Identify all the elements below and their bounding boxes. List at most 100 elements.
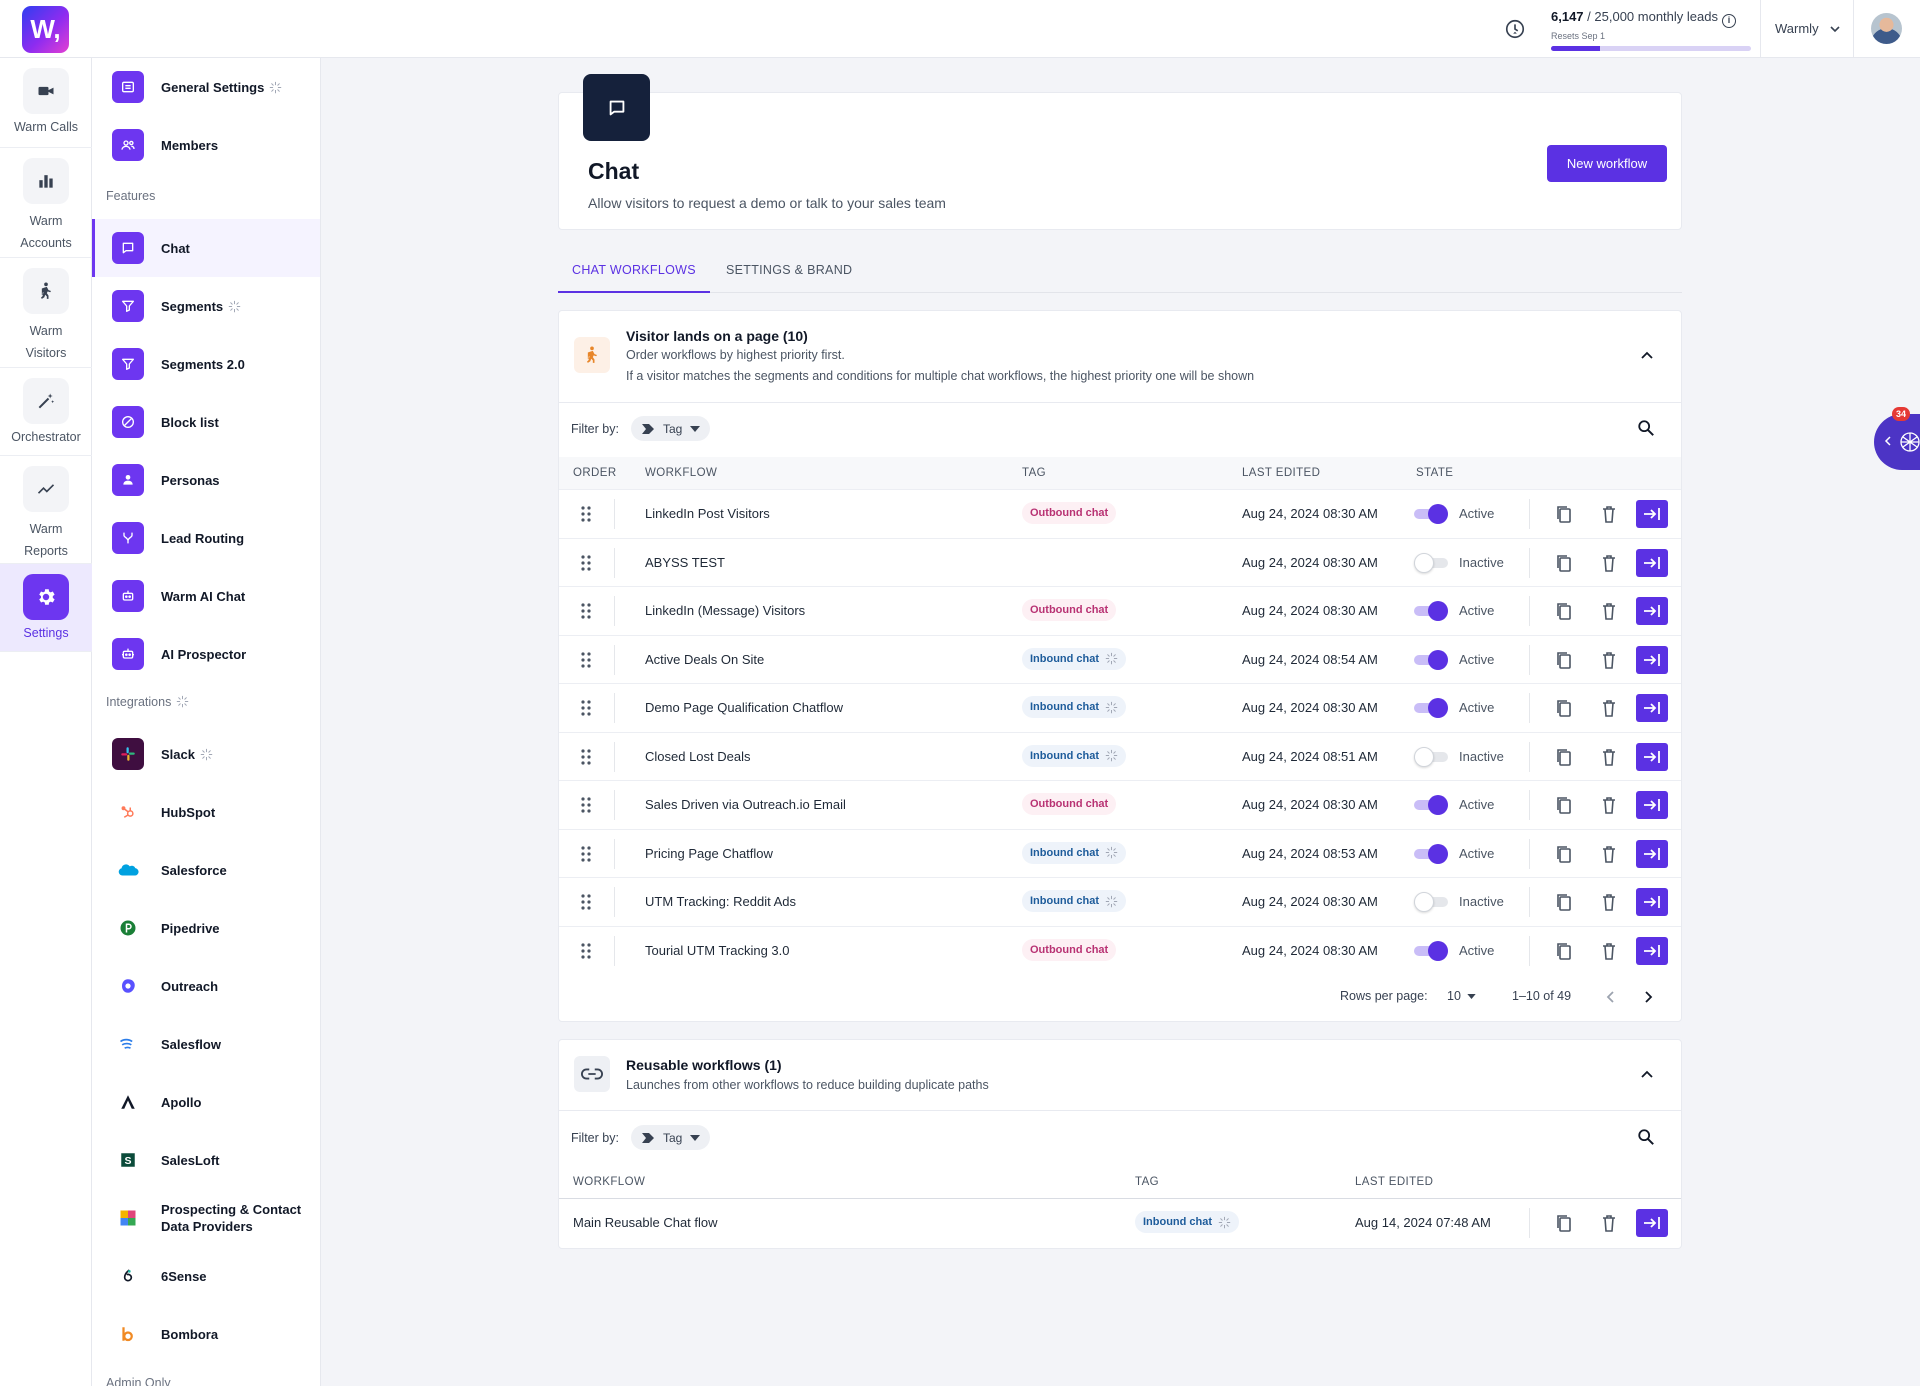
workflow-name[interactable]: UTM Tracking: Reddit Ads	[645, 894, 796, 909]
copy-icon[interactable]	[1554, 844, 1574, 864]
history-icon[interactable]	[1504, 18, 1526, 40]
trash-icon[interactable]	[1599, 553, 1619, 573]
trash-icon[interactable]	[1599, 698, 1619, 718]
nav-item-bombora[interactable]: Bombora	[92, 1305, 320, 1363]
nav-item-hubspot[interactable]: HubSpot	[92, 783, 320, 841]
nav-item-chat[interactable]: Chat	[92, 219, 320, 277]
nav-item-lead-routing[interactable]: Lead Routing	[92, 509, 320, 567]
nav-item-warm-ai-chat[interactable]: Warm AI Chat	[92, 567, 320, 625]
chevron-up-icon[interactable]	[1640, 1068, 1654, 1082]
drag-handle-icon[interactable]	[581, 651, 591, 668]
chevron-left-icon[interactable]	[1604, 990, 1618, 1004]
rail-item-warm-visitors[interactable]: Warm Visitors	[0, 258, 92, 368]
nav-item-6sense[interactable]: 6Sense	[92, 1247, 320, 1305]
search-icon[interactable]	[1637, 419, 1655, 437]
rail-item-warm-reports[interactable]: Warm Reports	[0, 456, 92, 564]
table-row[interactable]: Closed Lost Deals Inbound chat Aug 24, 202…	[559, 731, 1681, 780]
table-row[interactable]: Pricing Page Chatflow Inbound chat Aug 24,…	[559, 828, 1681, 877]
tab-chat-workflows[interactable]: CHAT WORKFLOWS	[558, 256, 710, 293]
rows-per-page-select[interactable]: 10	[1447, 989, 1476, 1003]
open-workflow-button[interactable]	[1636, 694, 1668, 722]
nav-item-apollo[interactable]: Apollo	[92, 1073, 320, 1131]
trash-icon[interactable]	[1599, 795, 1619, 815]
table-row[interactable]: Demo Page Qualification Chatflow Inbound …	[559, 683, 1681, 731]
tag-filter[interactable]: Tag	[631, 1125, 711, 1150]
drag-handle-icon[interactable]	[581, 942, 591, 959]
copy-icon[interactable]	[1554, 747, 1574, 767]
drag-handle-icon[interactable]	[581, 700, 591, 716]
copy-icon[interactable]	[1554, 892, 1574, 912]
table-row[interactable]: Tourial UTM Tracking 3.0 Outbound chat Aug…	[559, 925, 1681, 974]
workflow-name[interactable]: Main Reusable Chat flow	[573, 1215, 718, 1230]
table-row[interactable]: LinkedIn Post Visitors Outbound chat Aug 2…	[559, 489, 1681, 537]
nav-item-segments-2[interactable]: Segments 2.0	[92, 335, 320, 393]
trash-icon[interactable]	[1599, 504, 1619, 524]
drag-handle-icon[interactable]	[581, 554, 591, 571]
rail-item-warm-accounts[interactable]: Warm Accounts	[0, 148, 92, 258]
state-toggle[interactable]	[1414, 795, 1448, 815]
workflow-name[interactable]: ABYSS TEST	[645, 554, 725, 570]
chevron-up-icon[interactable]	[1640, 349, 1654, 363]
state-toggle[interactable]	[1414, 504, 1448, 524]
table-row[interactable]: ABYSS TEST Aug 24, 2024 08:30 AM Inactive	[559, 537, 1681, 586]
table-row[interactable]: Sales Driven via Outreach.io Email Outbou…	[559, 780, 1681, 828]
open-workflow-button[interactable]	[1636, 791, 1668, 819]
open-workflow-button[interactable]	[1636, 597, 1668, 625]
state-toggle[interactable]	[1414, 601, 1448, 621]
workflow-name[interactable]: Demo Page Qualification Chatflow	[645, 700, 843, 715]
nav-item-general-settings[interactable]: General Settings	[92, 58, 320, 116]
open-workflow-button[interactable]	[1636, 645, 1668, 674]
workflow-name[interactable]: Tourial UTM Tracking 3.0	[645, 942, 790, 958]
nav-item-personas[interactable]: Personas	[92, 451, 320, 509]
nav-item-members[interactable]: Members	[92, 116, 320, 174]
trash-icon[interactable]	[1599, 892, 1619, 912]
open-workflow-button[interactable]	[1636, 548, 1668, 577]
workflow-name[interactable]: LinkedIn (Message) Visitors	[645, 603, 806, 618]
copy-icon[interactable]	[1554, 601, 1574, 621]
trash-icon[interactable]	[1599, 601, 1619, 621]
drag-handle-icon[interactable]	[581, 506, 591, 522]
copy-icon[interactable]	[1554, 504, 1574, 524]
copy-icon[interactable]	[1554, 795, 1574, 815]
open-workflow-button[interactable]	[1636, 888, 1668, 916]
trash-icon[interactable]	[1599, 1213, 1619, 1233]
state-toggle[interactable]	[1414, 892, 1448, 912]
nav-item-pipedrive[interactable]: Pipedrive	[92, 899, 320, 957]
workflow-name[interactable]: LinkedIn Post Visitors	[645, 506, 770, 521]
nav-item-salesflow[interactable]: Salesflow	[92, 1015, 320, 1073]
drag-handle-icon[interactable]	[581, 797, 591, 813]
nav-item-outreach[interactable]: Outreach	[92, 957, 320, 1015]
rail-item-settings[interactable]: Settings	[0, 564, 92, 652]
table-row[interactable]: Main Reusable Chat flow Inbound chat Aug…	[559, 1198, 1681, 1246]
tab-settings-brand[interactable]: SETTINGS & BRAND	[726, 263, 853, 277]
drag-handle-icon[interactable]	[581, 603, 591, 619]
drag-handle-icon[interactable]	[581, 748, 591, 765]
workflow-name[interactable]: Active Deals On Site	[645, 651, 765, 667]
nav-item-salesloft[interactable]: S SalesLoft	[92, 1131, 320, 1189]
chevron-right-icon[interactable]	[1641, 990, 1655, 1004]
drag-handle-icon[interactable]	[581, 894, 591, 910]
nav-item-block-list[interactable]: Block list	[92, 393, 320, 451]
table-row[interactable]: LinkedIn (Message) Visitors Outbound chat…	[559, 586, 1681, 634]
search-icon[interactable]	[1637, 1128, 1655, 1146]
open-workflow-button[interactable]	[1636, 1209, 1668, 1237]
tag-filter[interactable]: Tag	[631, 416, 711, 441]
nav-item-segments[interactable]: Segments	[92, 277, 320, 335]
open-workflow-button[interactable]	[1636, 839, 1668, 868]
warmly-logo[interactable]: W,	[22, 6, 69, 53]
nav-item-slack[interactable]: Slack	[92, 725, 320, 783]
state-toggle[interactable]	[1414, 746, 1448, 767]
open-workflow-button[interactable]	[1636, 936, 1668, 965]
state-toggle[interactable]	[1414, 698, 1448, 718]
user-avatar[interactable]	[1871, 13, 1902, 44]
trash-icon[interactable]	[1599, 650, 1619, 670]
state-toggle[interactable]	[1414, 843, 1448, 864]
trash-icon[interactable]	[1599, 747, 1619, 767]
trash-icon[interactable]	[1599, 844, 1619, 864]
workflow-name[interactable]: Closed Lost Deals	[645, 748, 751, 764]
nav-item-ai-prospector[interactable]: AI Prospector	[92, 625, 320, 683]
copy-icon[interactable]	[1554, 553, 1574, 573]
state-toggle[interactable]	[1414, 649, 1448, 670]
open-workflow-button[interactable]	[1636, 500, 1668, 528]
workflow-name[interactable]: Sales Driven via Outreach.io Email	[645, 797, 846, 812]
